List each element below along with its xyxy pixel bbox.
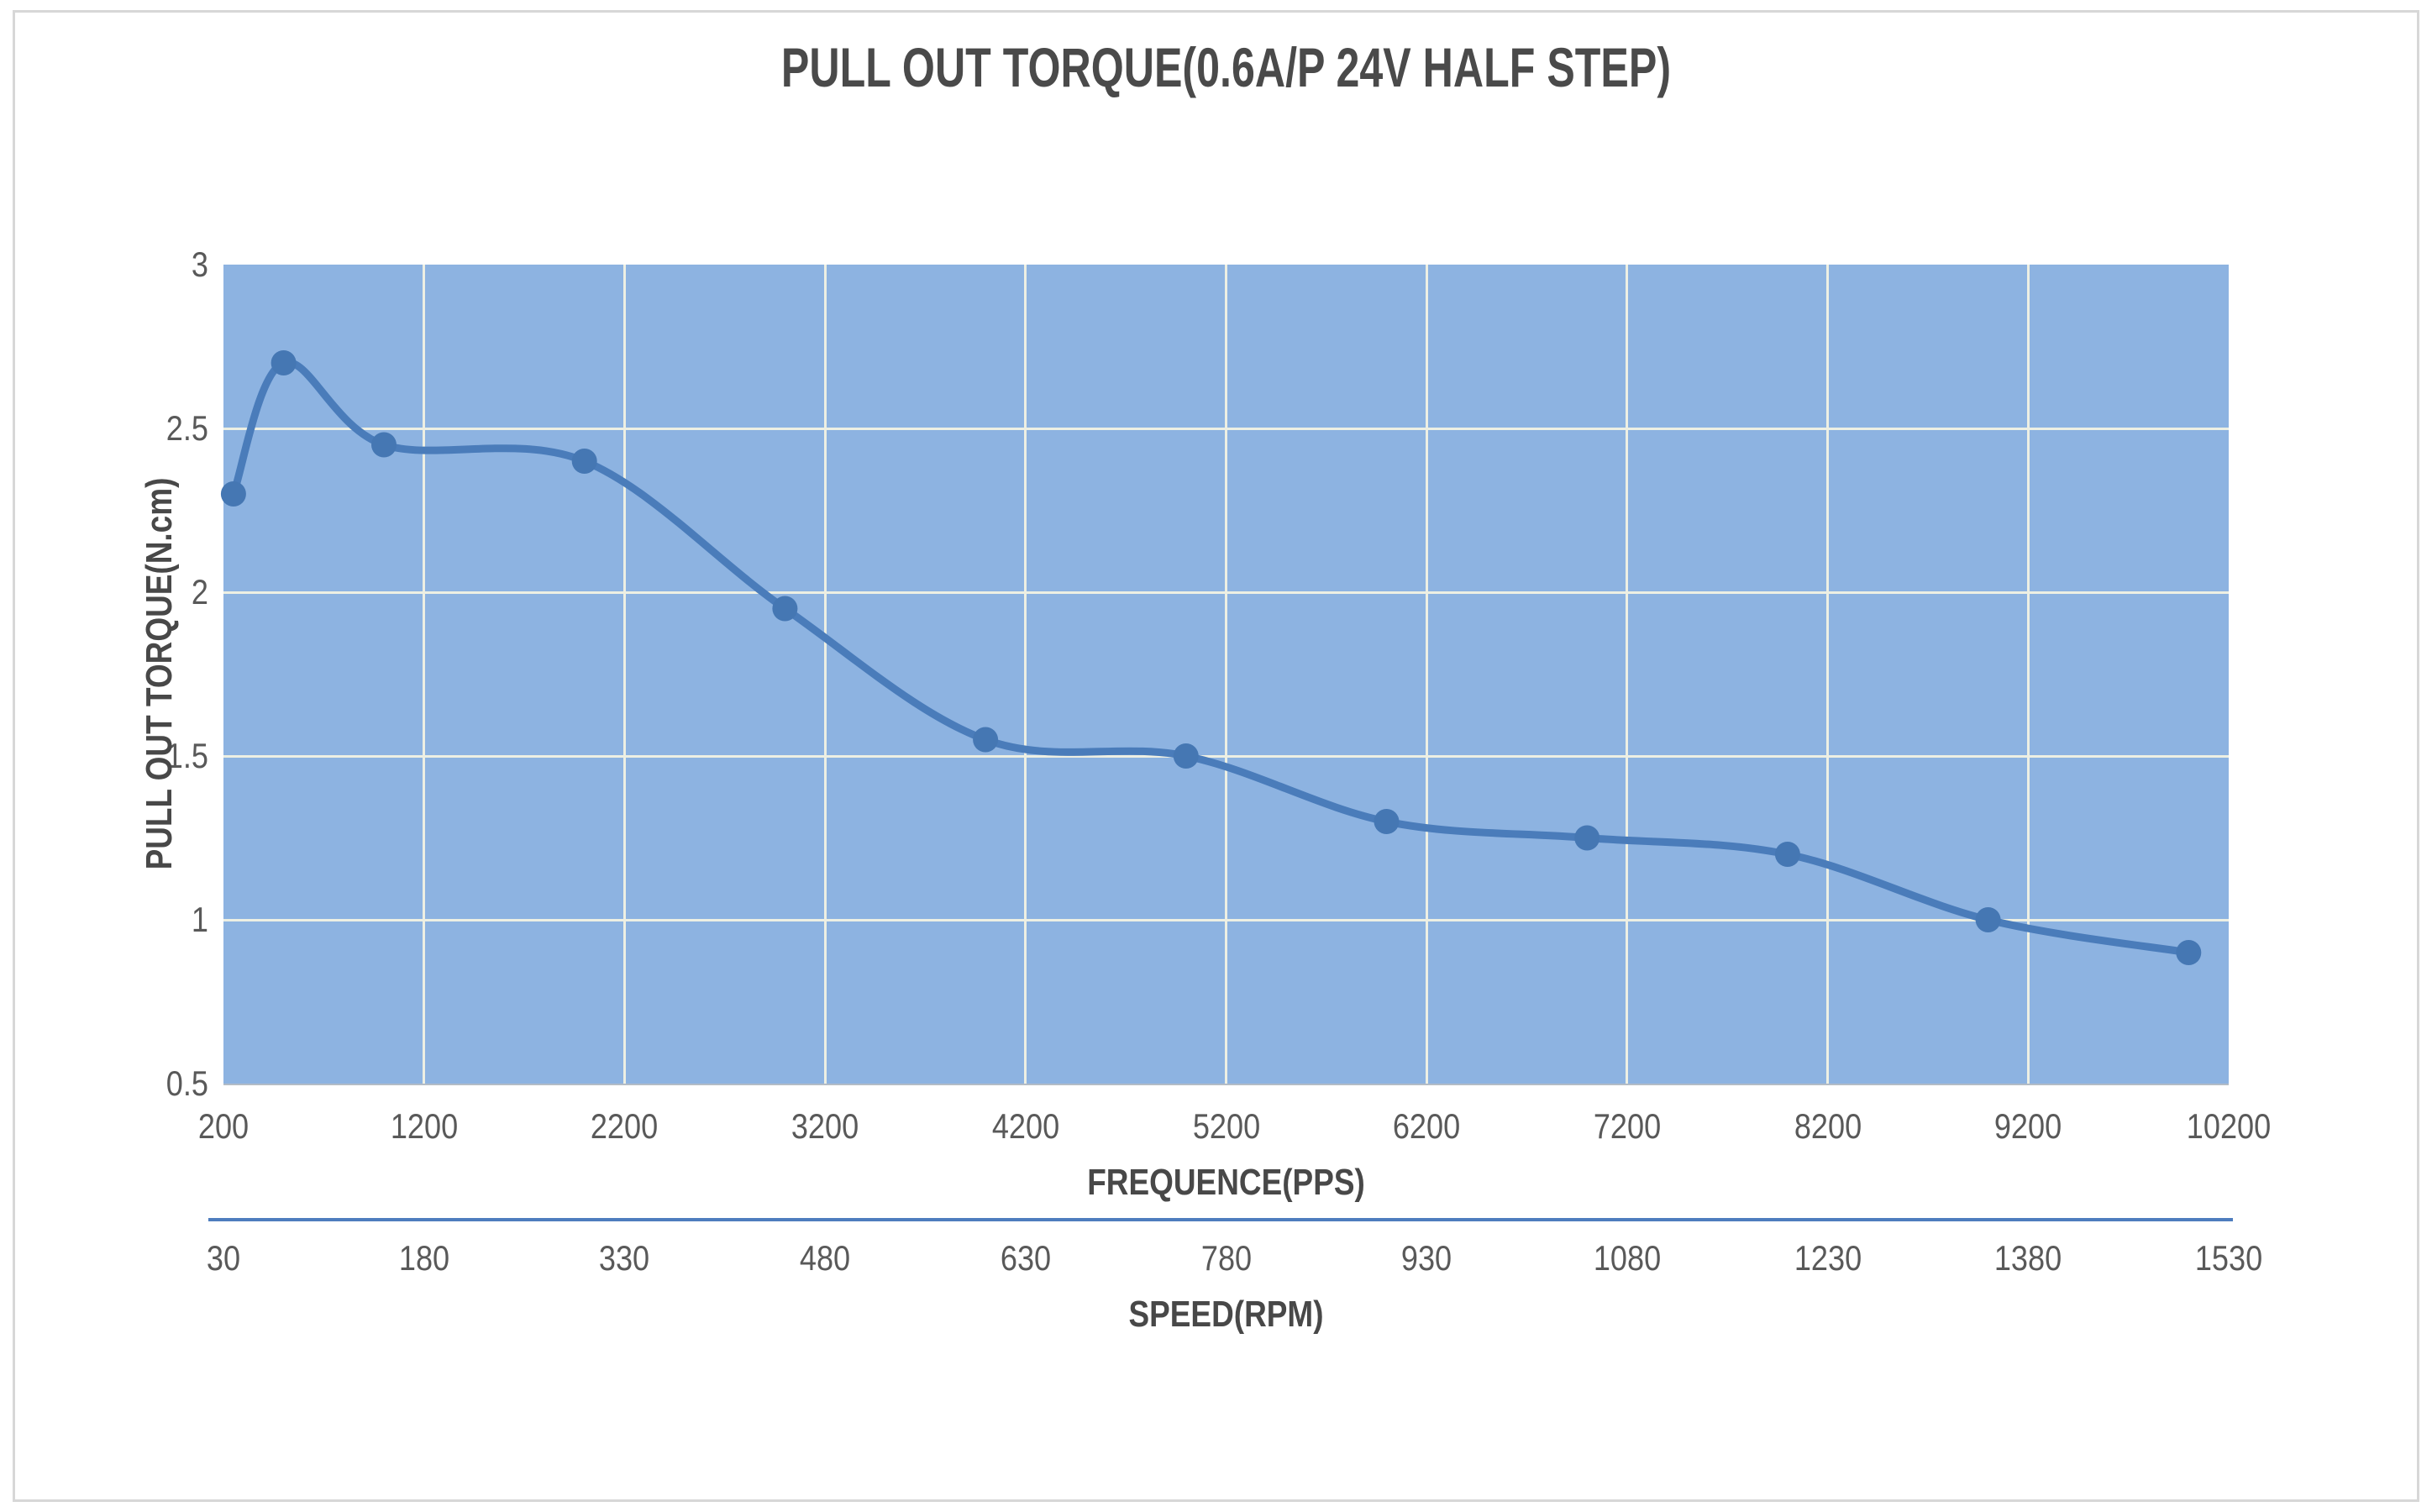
horizontal-gridline [223, 918, 2229, 921]
plot-area [220, 265, 2229, 1085]
speed-axis-title: SPEED(RPM) [1128, 1294, 1324, 1335]
data-point-marker [1173, 743, 1199, 769]
rpm-tick-label: 780 [1200, 1238, 1252, 1278]
chart-title: PULL OUT TORQUE(0.6A/P 24V HALF STEP) [780, 36, 1672, 98]
rpm-tick-label: 180 [398, 1238, 449, 1278]
y-tick-label: 2 [191, 572, 208, 612]
rpm-tick-label: 1080 [1593, 1238, 1662, 1278]
x-tick-label: 5200 [1192, 1106, 1260, 1146]
y-tick-label: 0.5 [165, 1063, 208, 1103]
rpm-tick-label: 1530 [2194, 1238, 2263, 1278]
vertical-gridline [622, 265, 626, 1084]
torque-curve-svg [220, 350, 2202, 965]
x-tick-label: 6200 [1393, 1106, 1461, 1146]
rpm-tick-label: 30 [206, 1238, 241, 1278]
data-point-marker [271, 350, 297, 375]
vertical-gridline [1626, 265, 1629, 1084]
data-point-marker [2176, 940, 2202, 965]
vertical-gridline [1826, 265, 1830, 1084]
y-tick-label: 1 [191, 900, 208, 939]
data-point-marker [772, 596, 798, 622]
horizontal-gridline [223, 754, 2229, 758]
y-axis-title: PULL OUT TORQUE(N.cm) [139, 477, 180, 870]
rpm-tick-label: 1380 [1994, 1238, 2062, 1278]
x-axis-title: FREQUENCE(PPS) [1087, 1162, 1365, 1203]
x-tick-label: 200 [197, 1106, 250, 1146]
curve-line [229, 358, 2193, 957]
y-tick-label: 3 [191, 244, 208, 284]
y-tick-label: 2.5 [165, 408, 208, 448]
vertical-gridline [823, 265, 827, 1084]
speed-axis-line [208, 1218, 2233, 1221]
rpm-tick-label: 330 [599, 1238, 650, 1278]
data-point-marker [1975, 907, 2001, 932]
x-tick-label: 9200 [1994, 1106, 2062, 1146]
rpm-tick-label: 1230 [1794, 1238, 1862, 1278]
rpm-tick-label: 930 [1401, 1238, 1452, 1278]
vertical-gridline [1024, 265, 1027, 1084]
data-point-marker [973, 727, 999, 753]
data-point-marker [371, 432, 397, 458]
horizontal-gridline [223, 591, 2229, 594]
vertical-gridline [1225, 265, 1227, 1084]
x-tick-label: 1200 [390, 1106, 458, 1146]
x-tick-label: 8200 [1794, 1106, 1862, 1146]
y-tick-label: 1.5 [165, 736, 208, 775]
x-tick-label: 7200 [1593, 1106, 1662, 1146]
horizontal-gridline [223, 427, 2229, 430]
data-point-marker [1774, 842, 1800, 867]
x-tick-label: 10200 [2186, 1106, 2272, 1146]
data-point-marker [1574, 825, 1600, 851]
vertical-gridline [1425, 265, 1428, 1084]
x-tick-label: 3200 [791, 1106, 859, 1146]
x-tick-label: 2200 [591, 1106, 659, 1146]
rpm-tick-label: 480 [799, 1238, 851, 1278]
data-point-marker [220, 481, 246, 507]
data-point-marker [571, 449, 597, 474]
data-point-marker [1374, 809, 1400, 834]
vertical-gridline [423, 265, 426, 1084]
x-tick-label: 4200 [991, 1106, 1059, 1146]
rpm-tick-label: 630 [1000, 1238, 1051, 1278]
vertical-gridline [2026, 265, 2030, 1084]
